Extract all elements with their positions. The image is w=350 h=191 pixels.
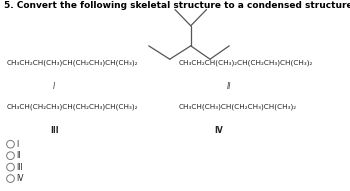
Text: II: II: [227, 82, 231, 91]
Text: IV: IV: [214, 126, 223, 135]
Text: CH₃CH₂CH(CH₃)CH(CH₂CH₃)CH(CH₃)₂: CH₃CH₂CH(CH₃)CH(CH₂CH₃)CH(CH₃)₂: [7, 59, 139, 66]
Text: IV: IV: [16, 174, 23, 183]
Text: II: II: [16, 151, 20, 160]
Text: CH₃CH₂CH(CH₃)₂CH(CH₂CH₃)CH(CH₃)₂: CH₃CH₂CH(CH₃)₂CH(CH₂CH₃)CH(CH₃)₂: [178, 59, 313, 66]
Text: 5. Convert the following skeletal structure to a condensed structure.: 5. Convert the following skeletal struct…: [4, 1, 350, 10]
Text: CH₃CH(CH₃)CH(CH₂CH₃)CH(CH₃)₂: CH₃CH(CH₃)CH(CH₂CH₃)CH(CH₃)₂: [178, 103, 297, 110]
Text: III: III: [50, 126, 58, 135]
Text: III: III: [16, 163, 23, 172]
Text: CH₃CH(CH₂CH₃)CH(CH₂CH₃)CH(CH₃)₂: CH₃CH(CH₂CH₃)CH(CH₂CH₃)CH(CH₃)₂: [7, 103, 139, 110]
Text: I: I: [16, 140, 18, 149]
Text: I: I: [53, 82, 55, 91]
